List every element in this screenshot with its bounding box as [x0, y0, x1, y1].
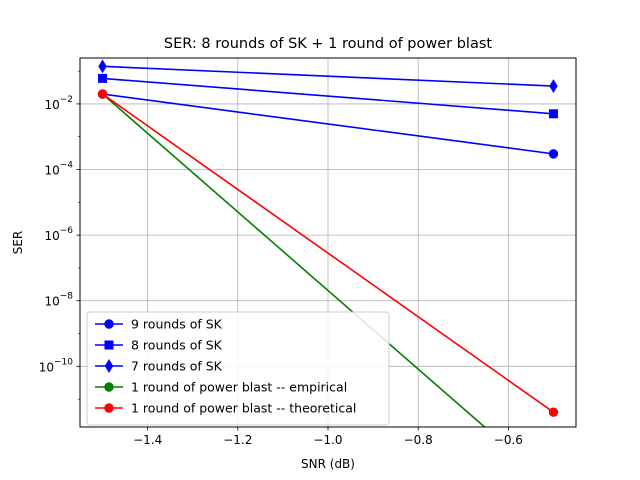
series-line: [102, 77, 554, 115]
legend-entry: 1 round of power blast -- empirical: [95, 380, 347, 395]
legend-label: 7 rounds of SK: [131, 359, 223, 374]
chart-title: SER: 8 rounds of SK + 1 round of power b…: [164, 36, 492, 52]
y-tick-label: 10−6: [44, 226, 73, 243]
data-point: [97, 89, 108, 99]
legend-entry: 1 round of power blast -- theoretical: [95, 401, 356, 416]
legend: 9 rounds of SK 8 rounds of SK 7 rounds of …: [86, 311, 390, 426]
legend-entry: 8 rounds of SK: [95, 338, 223, 353]
x-tick-label: −0.6: [494, 433, 523, 447]
legend-marker: [104, 359, 114, 373]
y-tick-label: 10−10: [39, 357, 74, 374]
x-tick-label: −0.8: [404, 433, 433, 447]
plot-series: [97, 59, 559, 427]
legend-label: 9 rounds of SK: [131, 317, 223, 332]
data-point: [548, 149, 559, 159]
series-2: [98, 73, 558, 119]
y-tick-label: 10−8: [44, 292, 73, 309]
y-axis-label: SER: [11, 231, 25, 255]
data-point: [548, 109, 558, 119]
legend-marker: [104, 382, 114, 392]
series-line: [102, 65, 554, 87]
legend-entry: 7 rounds of SK: [95, 359, 223, 374]
legend-label: 1 round of power blast -- theoretical: [131, 401, 356, 416]
data-point: [98, 73, 108, 83]
x-tick-label: −1.0: [313, 433, 342, 447]
legend-marker: [104, 319, 114, 329]
x-tick-label: −1.2: [223, 433, 252, 447]
y-tick-label: 10−2: [44, 95, 73, 112]
x-tick-label: −1.4: [133, 433, 162, 447]
data-point: [98, 59, 107, 74]
data-point: [549, 79, 558, 94]
legend-label: 8 rounds of SK: [131, 338, 223, 353]
legend-label: 1 round of power blast -- empirical: [131, 380, 347, 395]
y-tick-label: 10−4: [44, 161, 73, 178]
legend-entry: 9 rounds of SK: [95, 317, 223, 332]
legend-marker: [104, 403, 114, 413]
series-line: [102, 93, 554, 413]
series-3: [98, 59, 558, 94]
series-5: [97, 89, 559, 417]
axis-ticks: −1.4 −1.2 −1.0 −0.8 −0.6 10−2 10−4 10−6 10−8 10−1…: [39, 70, 523, 447]
series-line: [102, 93, 486, 427]
series-line: [102, 93, 554, 155]
legend-marker: [104, 340, 114, 350]
x-axis-label: SNR (dB): [301, 457, 355, 471]
data-point: [548, 407, 559, 417]
legend-box: [86, 311, 390, 426]
